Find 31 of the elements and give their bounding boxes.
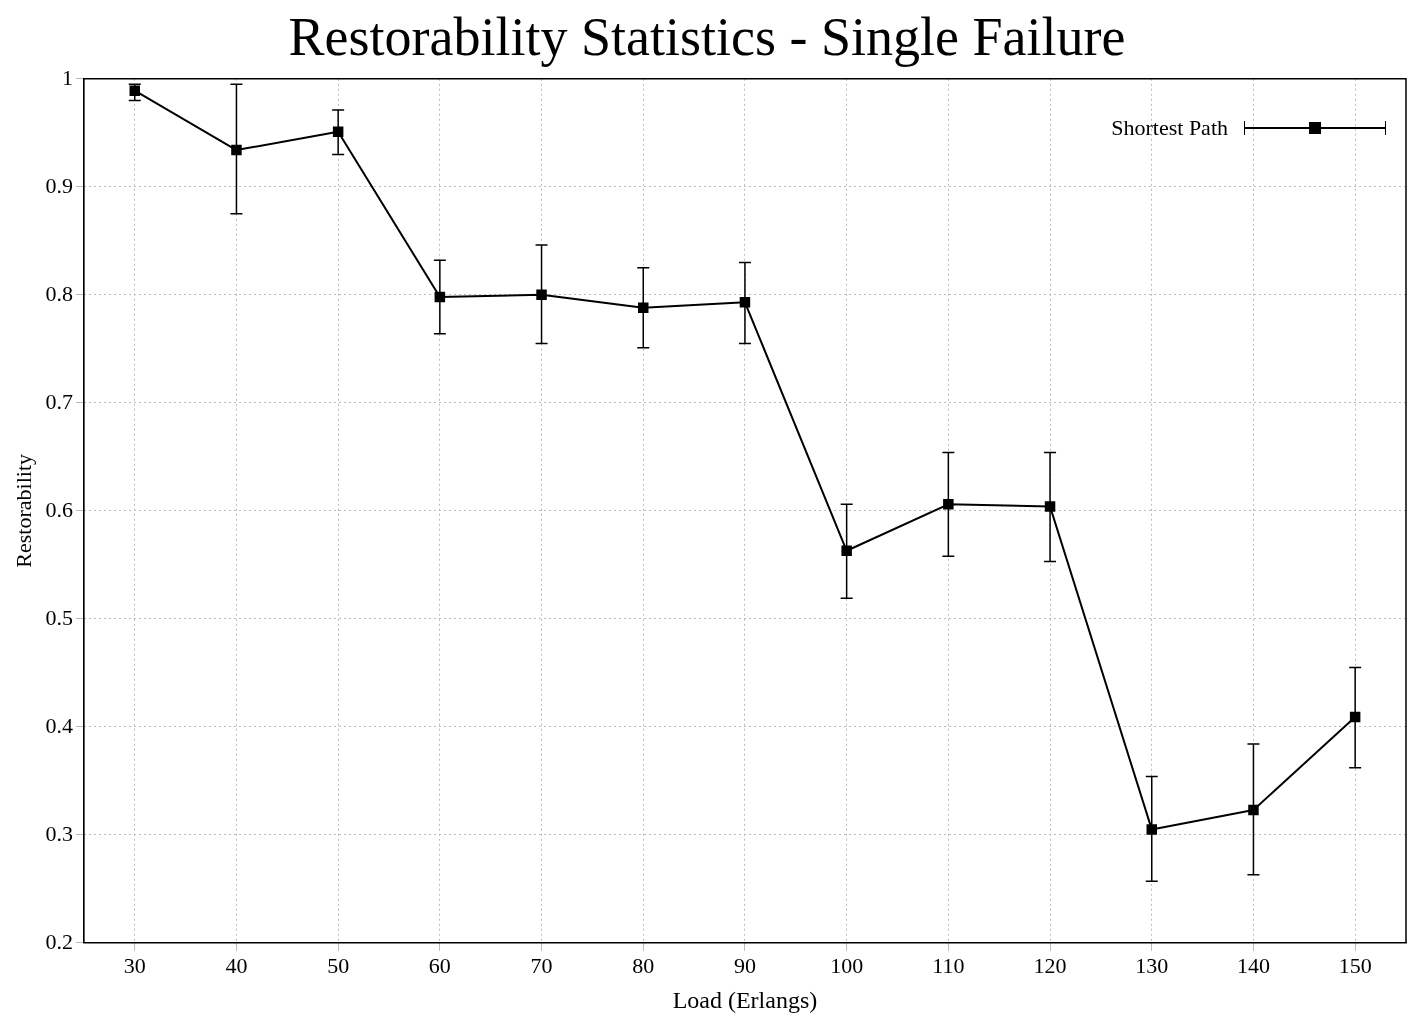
y-tick-label: 1 xyxy=(61,64,73,90)
x-tick-label: 90 xyxy=(733,952,756,978)
y-tick-label: 0.8 xyxy=(45,280,73,306)
x-tick-label: 140 xyxy=(1236,952,1270,978)
x-tick-label: 70 xyxy=(530,952,553,978)
point xyxy=(943,499,954,510)
y-tick-label: 0.9 xyxy=(45,172,73,198)
point xyxy=(536,289,547,301)
x-tick-label: 110 xyxy=(932,952,965,978)
y-axis-title: Restorability xyxy=(10,453,36,568)
point xyxy=(841,545,852,556)
chart-title: Restorability Statistics - Single Failure xyxy=(288,6,1126,67)
x-tick-label: 60 xyxy=(428,952,451,978)
x-tick-label: 150 xyxy=(1338,952,1372,978)
x-tick-label: 120 xyxy=(1033,952,1067,978)
y-tick-label: 0.4 xyxy=(45,712,73,738)
y-tick-label: 0.6 xyxy=(45,496,73,522)
legend-label: Shortest Path xyxy=(1111,114,1228,141)
x-axis-title: Load (Erlangs) xyxy=(672,986,818,1013)
y-tick-label: 0.3 xyxy=(45,820,73,846)
x-tick-label: 80 xyxy=(632,952,655,978)
x-tick-label: 50 xyxy=(327,952,350,978)
x-tick-label: 130 xyxy=(1135,952,1169,978)
x-tick-label: 100 xyxy=(830,952,864,978)
point xyxy=(1248,804,1259,816)
x-tick-label: 40 xyxy=(225,952,248,978)
y-tick-label: 0.7 xyxy=(45,388,73,414)
y-tick-label: 0.2 xyxy=(45,928,73,954)
point xyxy=(231,144,242,156)
x-tick-label: 30 xyxy=(123,952,146,978)
y-tick-label: 0.5 xyxy=(45,604,73,630)
